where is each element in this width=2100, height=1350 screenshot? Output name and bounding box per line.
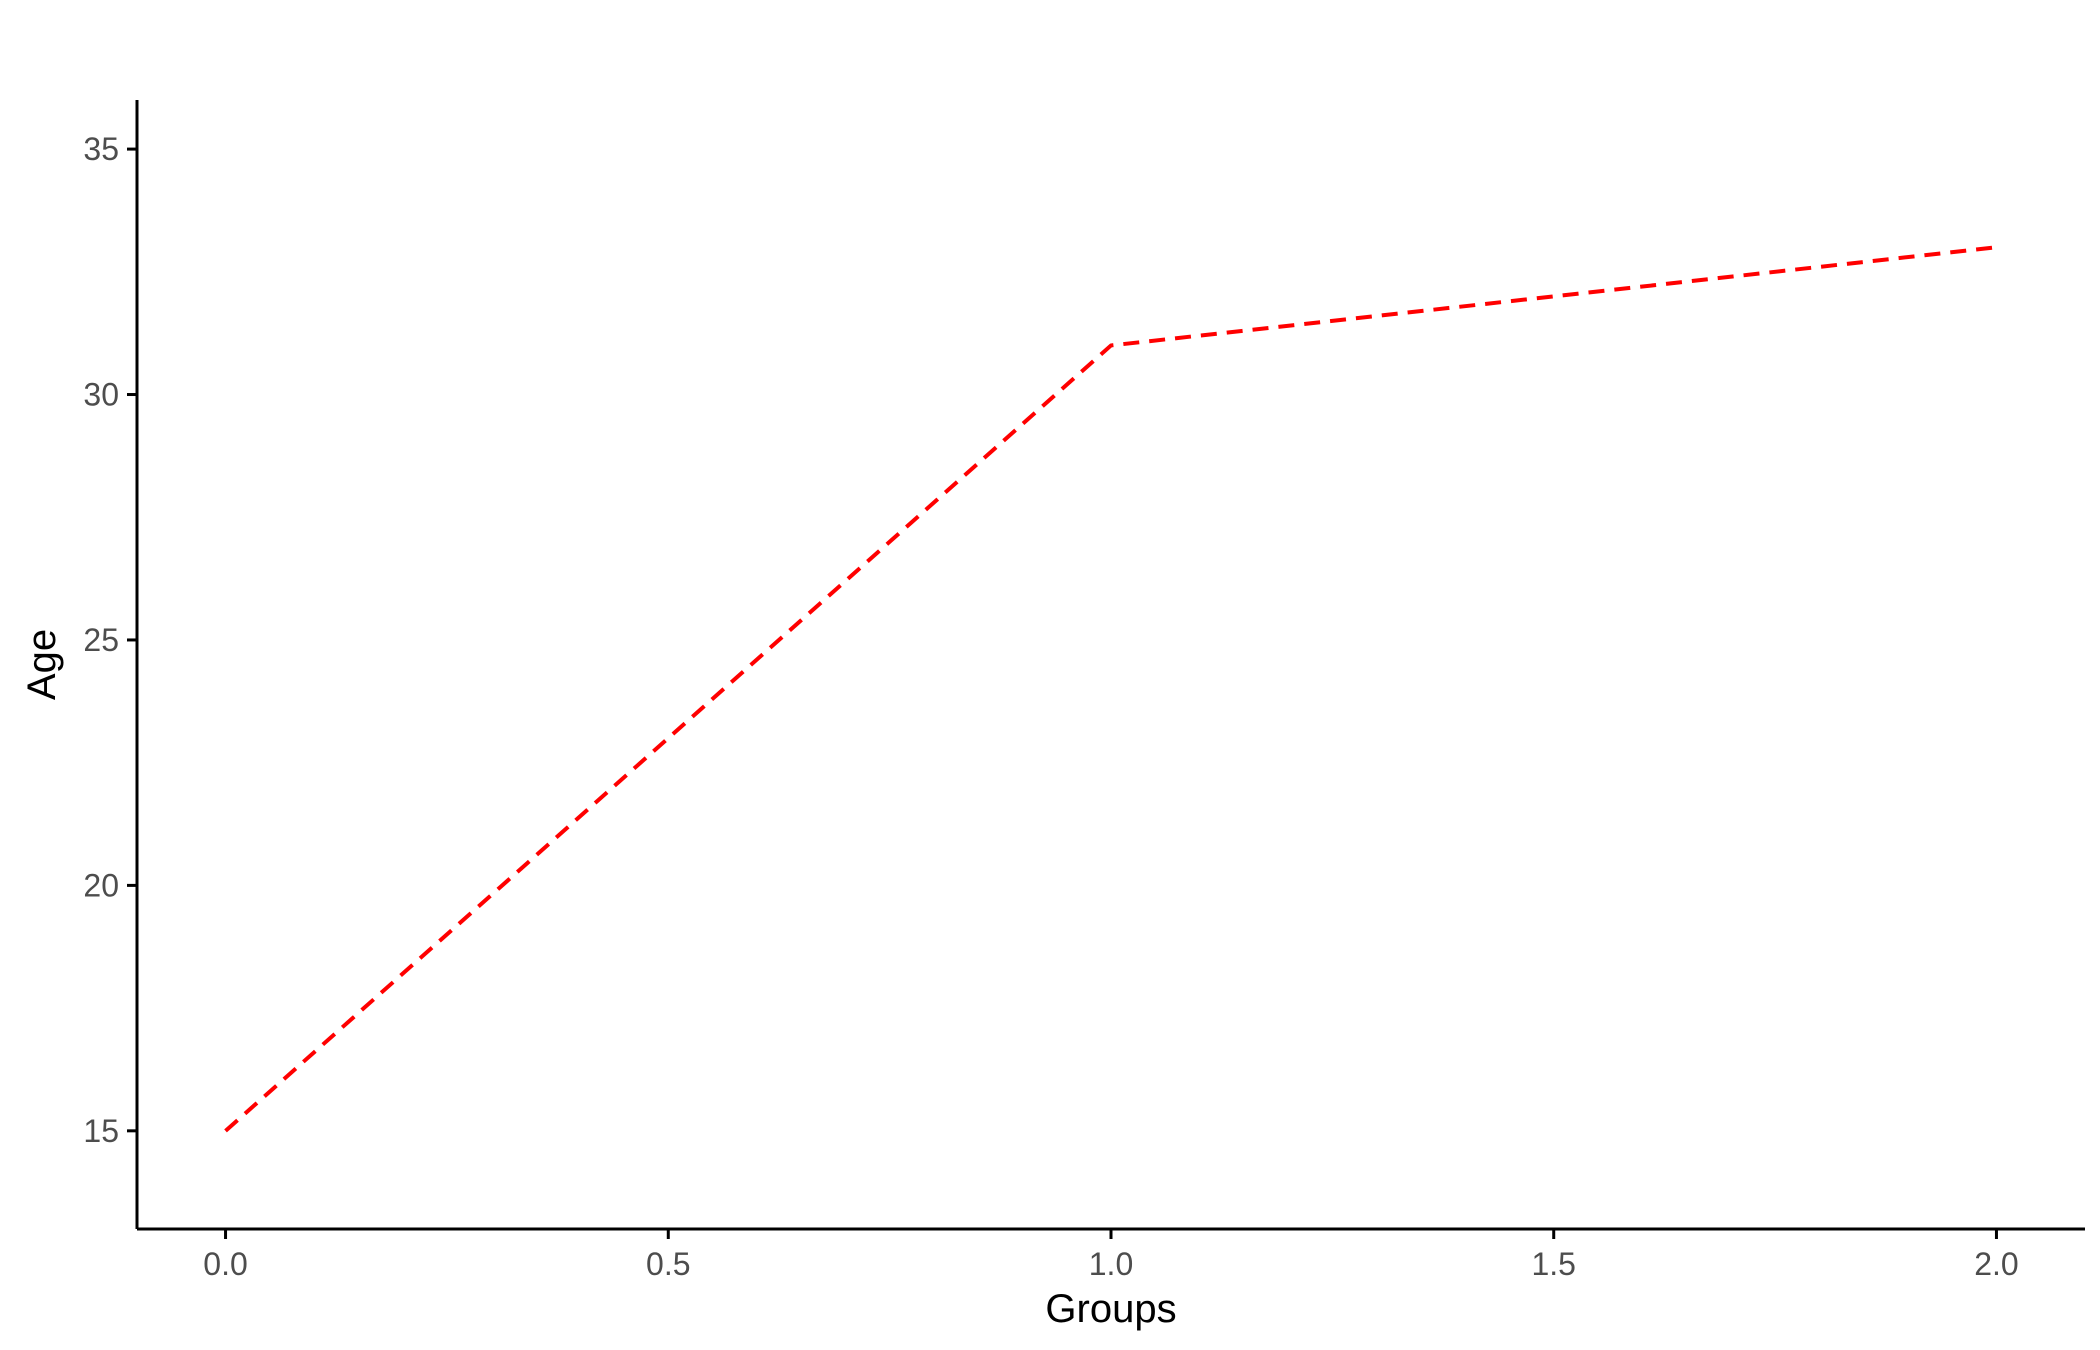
y-tick-label: 30: [83, 377, 119, 413]
series-line: [224, 245, 1997, 1133]
y-axis-title: Age: [20, 629, 64, 700]
x-tick-label: 0.0: [203, 1246, 247, 1282]
x-tick-label: 2.0: [1974, 1246, 2018, 1282]
y-axis-ticks: 15 20 25 30 35: [83, 131, 137, 1149]
series-layer: [224, 245, 1997, 1133]
x-axis-title: Groups: [1045, 1287, 1176, 1331]
x-tick-label: 0.5: [646, 1246, 690, 1282]
y-tick-label: 15: [83, 1113, 119, 1149]
y-tick-label: 35: [83, 131, 119, 167]
x-tick-label: 1.5: [1531, 1246, 1575, 1282]
y-tick-label: 20: [83, 867, 119, 903]
x-tick-label: 1.0: [1089, 1246, 1133, 1282]
x-axis-ticks: 0.0 0.5 1.0 1.5 2.0: [203, 1229, 2019, 1282]
y-tick-label: 25: [83, 622, 119, 658]
